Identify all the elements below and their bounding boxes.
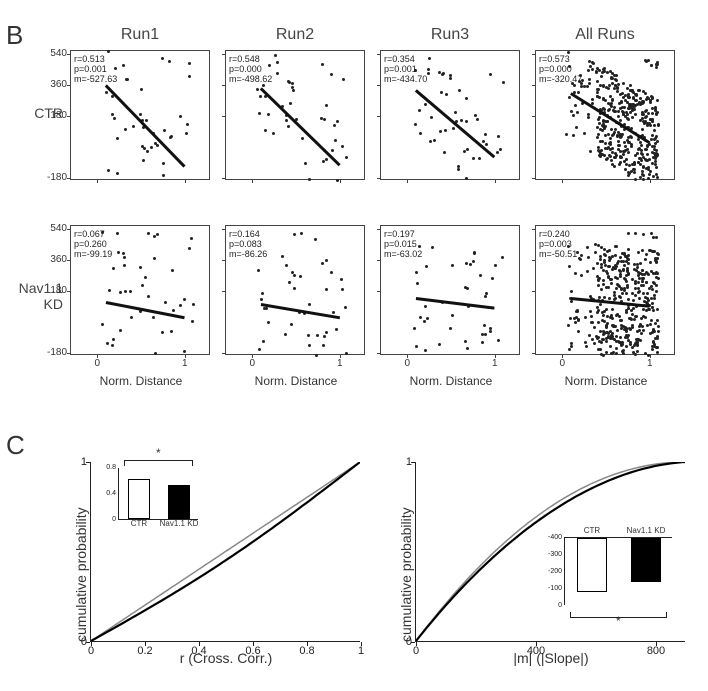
cdf-right: cumulative probability |m| (|Slope|) 040… <box>415 462 685 642</box>
col-title: All Runs <box>535 26 675 44</box>
stats-text: r=0.164 p=0.083 m=-86.26 <box>229 229 267 259</box>
scatter-plot: -180180360540r=0.513 p=0.001 m=-527.63 <box>70 50 210 180</box>
scatter-plot: r=0.573 p=0.000 m=-320.47 <box>535 50 675 180</box>
x-axis-label: Norm. Distance <box>71 374 211 388</box>
axis-ylabel: cumulative probability <box>73 507 89 642</box>
stats-text: r=0.067 p=0.260 m=-99.19 <box>74 229 112 259</box>
axis-ylabel: cumulative probability <box>398 507 414 642</box>
scatter-plot: -18018036054001Norm. Distancer=0.067 p=0… <box>70 225 210 355</box>
stats-text: r=0.240 p=0.003 m=-50.51 <box>539 229 577 259</box>
inset-barplot: 0-100-200-300-400CTRNav1.1 KD* <box>564 537 672 605</box>
inset-barplot: 00.40.8CTRNav1.1 KD* <box>118 468 198 520</box>
stats-text: r=0.513 p=0.001 m=-527.63 <box>74 54 117 84</box>
cdf-left: cumulative probability r (Cross. Corr.) … <box>90 462 360 642</box>
x-axis-label: Norm. Distance <box>381 374 521 388</box>
col-title: Run2 <box>225 26 365 44</box>
stats-text: r=0.573 p=0.000 m=-320.47 <box>539 54 582 84</box>
scatter-plot: 01Norm. Distancer=0.240 p=0.003 m=-50.51 <box>535 225 675 355</box>
scatter-plot: 01Norm. Distancer=0.164 p=0.083 m=-86.26 <box>225 225 365 355</box>
scatter-plot: r=0.548 p=0.000 m=-498.62 <box>225 50 365 180</box>
x-axis-label: Norm. Distance <box>536 374 676 388</box>
stats-text: r=0.548 p=0.000 m=-498.62 <box>229 54 272 84</box>
x-axis-label: Norm. Distance <box>226 374 366 388</box>
stats-text: r=0.354 p=0.001 m=-434.70 <box>384 54 427 84</box>
stats-text: r=0.197 p=0.015 m=-63.02 <box>384 229 422 259</box>
panel-b-label: B <box>6 20 23 51</box>
axis-xlabel: r (Cross. Corr.) <box>91 650 361 666</box>
scatter-plot: 01Norm. Distancer=0.197 p=0.015 m=-63.02 <box>380 225 520 355</box>
scatter-plot: r=0.354 p=0.001 m=-434.70 <box>380 50 520 180</box>
col-title: Run1 <box>70 26 210 44</box>
panel-c-label: C <box>6 430 25 461</box>
panel-c: cumulative probability r (Cross. Corr.) … <box>70 452 690 677</box>
col-title: Run3 <box>380 26 520 44</box>
